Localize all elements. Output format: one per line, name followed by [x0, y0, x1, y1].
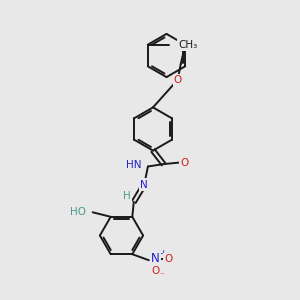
Text: O: O [164, 254, 172, 264]
Text: O: O [151, 266, 160, 276]
Text: HO: HO [70, 207, 86, 217]
Text: ⁻: ⁻ [159, 271, 164, 280]
Text: O: O [174, 75, 182, 85]
Text: H: H [123, 191, 131, 201]
Text: +: + [160, 249, 167, 258]
Text: O: O [180, 158, 189, 168]
Text: CH₃: CH₃ [178, 40, 198, 50]
Text: HN: HN [126, 160, 141, 170]
Text: N: N [140, 179, 148, 190]
Text: N: N [151, 252, 160, 265]
